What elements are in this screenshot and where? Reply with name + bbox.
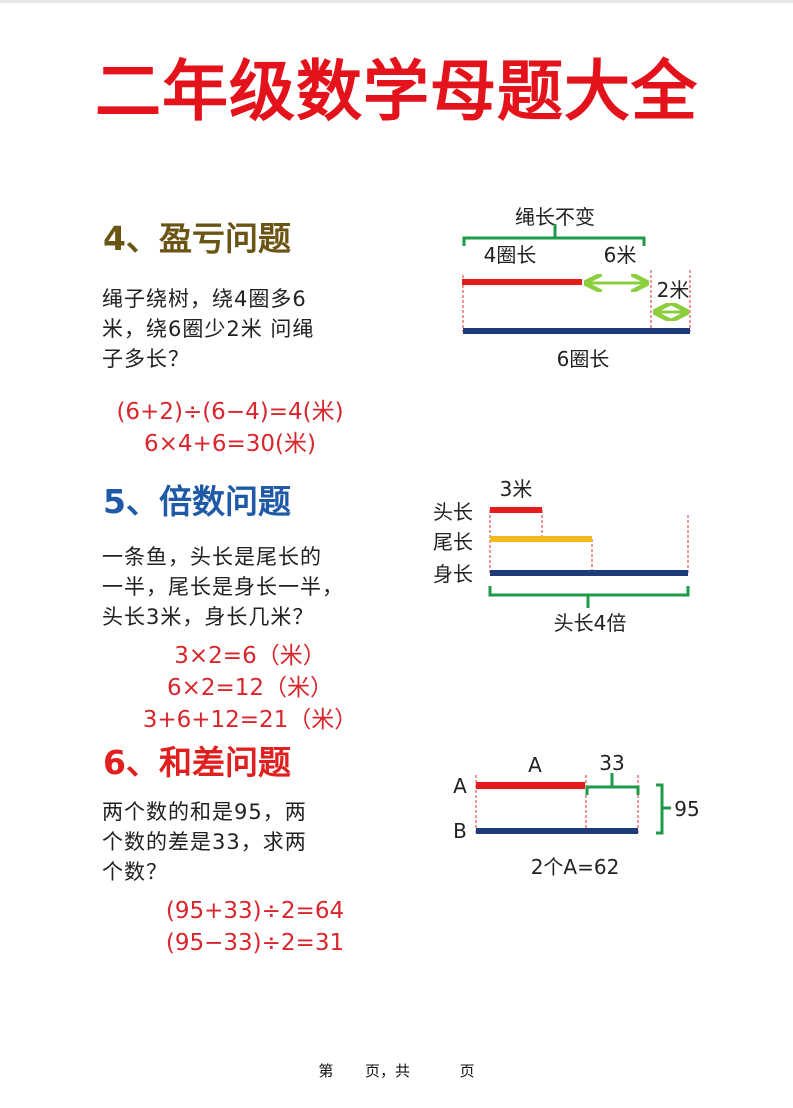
- formula-line: 3+6+12=21（米）: [142, 707, 358, 733]
- formula-line: 3×2=6（米）: [174, 643, 326, 669]
- sum-label: 95: [674, 797, 699, 821]
- section-4-heading: 4、盈亏问题: [103, 219, 291, 258]
- top-brace: [462, 224, 646, 246]
- segment-a-label: A: [528, 753, 542, 777]
- problem-line: 一半，尾长是身长一半，: [102, 575, 344, 599]
- two-meters-label: 2米: [657, 278, 690, 302]
- footer-page-mid: 页，共: [364, 1062, 410, 1080]
- page-footer: 第 页，共 页: [0, 1060, 793, 1081]
- page-title: 二年级数学母题大全: [95, 53, 698, 130]
- six-laps-bar: [463, 328, 690, 334]
- difference-brace: [585, 773, 640, 795]
- footer-page-suffix: 页: [459, 1062, 475, 1080]
- section-6-heading: 6、和差问题: [103, 743, 291, 782]
- diagram-multiple: 3米 头长 尾长 身长 头长4倍: [433, 477, 690, 635]
- head-bar: [490, 507, 542, 513]
- sum-brace: [656, 783, 671, 835]
- footer-page-prefix: 第: [318, 1062, 334, 1080]
- six-laps-label: 6圈长: [557, 347, 610, 371]
- section-4-formulas: (6+2)÷(6−4)=4(米) 6×4+6=30(米): [100, 396, 360, 460]
- problem-line: 米，绕6圈少2米 问绳: [102, 317, 315, 341]
- problem-line: 两个数的和是95，两: [102, 800, 307, 824]
- diagram-sum-difference: A B A 33 95 2个A=62: [453, 751, 700, 879]
- formula-line: (95+33)÷2=64: [165, 898, 345, 924]
- six-meters-label: 6米: [604, 243, 637, 267]
- problem-line: 一条鱼，头长是尾长的: [102, 545, 322, 569]
- four-laps-label: 4圈长: [484, 243, 537, 267]
- four-times-label: 头长4倍: [554, 611, 627, 635]
- tail-bar: [490, 536, 592, 542]
- tail-label: 尾长: [433, 530, 473, 554]
- problem-line: 个数的差是33，求两: [102, 830, 307, 854]
- problem-line: 绳子绕树，绕4圈多6: [102, 287, 307, 311]
- formula-line: 6×2=12（米）: [166, 675, 334, 701]
- section-4-problem: 绳子绕树，绕4圈多6 米，绕6圈少2米 问绳 子多长？: [102, 284, 372, 374]
- section-5-formulas: 3×2=6（米） 6×2=12（米） 3+6+12=21（米）: [110, 640, 390, 736]
- three-meters-label: 3米: [500, 477, 533, 501]
- section-5-problem: 一条鱼，头长是尾长的 一半，尾长是身长一半， 头长3米，身长几米？: [102, 542, 392, 632]
- body-bar: [490, 570, 688, 576]
- problem-line: 子多长？: [102, 347, 190, 371]
- head-label: 头长: [433, 500, 473, 524]
- problem-line: 个数？: [102, 860, 168, 884]
- difference-label: 33: [599, 751, 624, 775]
- b-bar: [476, 828, 638, 834]
- a-bar: [476, 782, 585, 789]
- problem-line: 头长3米，身长几米？: [102, 605, 315, 629]
- section-5-heading: 5、倍数问题: [103, 482, 291, 521]
- row-a-label: A: [453, 774, 467, 798]
- four-laps-bar: [462, 279, 582, 285]
- formula-line: (6+2)÷(6−4)=4(米): [116, 399, 344, 425]
- body-label: 身长: [433, 562, 473, 586]
- formula-line: (95−33)÷2=31: [165, 930, 345, 956]
- formula-line: 6×4+6=30(米): [144, 431, 316, 457]
- two-a-label: 2个A=62: [531, 855, 620, 879]
- bottom-brace: [488, 586, 690, 608]
- section-6-problem: 两个数的和是95，两 个数的差是33，求两 个数？: [102, 797, 372, 887]
- top-border: [0, 0, 793, 3]
- section-6-formulas: (95+33)÷2=64 (95−33)÷2=31: [125, 895, 385, 959]
- diagram-surplus-deficit: 绳长不变 4圈长 6米 2米 6圈长: [462, 205, 691, 371]
- row-b-label: B: [453, 819, 467, 843]
